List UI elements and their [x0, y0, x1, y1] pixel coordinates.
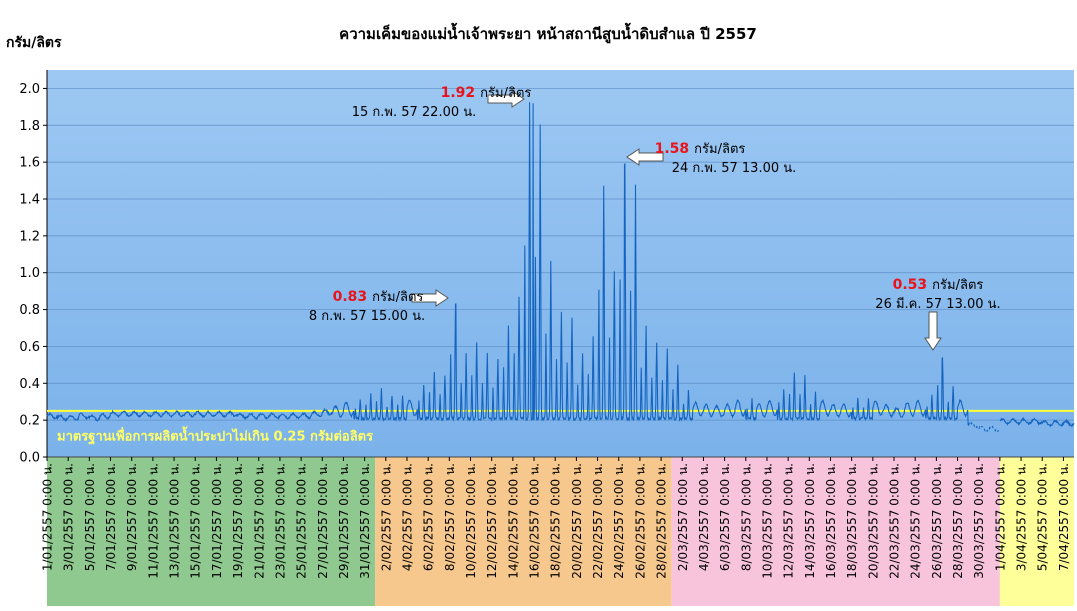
x-tick-label: 2/02/2557 0:00 น.: [379, 463, 393, 571]
x-tick-label: 24/03/2557 0:00 น.: [909, 463, 923, 579]
x-tick-label: 3/04/2557 0:00 น.: [1015, 463, 1029, 571]
annotation-arrow: [924, 311, 942, 351]
x-tick-label: 8/02/2557 0:00 น.: [443, 463, 457, 571]
y-tick-label: 1.4: [19, 193, 40, 208]
annotation-unit: กรัม/ลิตร: [480, 86, 531, 101]
x-tick-label: 31/01/2557 0:00 น.: [358, 463, 372, 579]
x-tick-label: 14/02/2557 0:00 น.: [506, 463, 520, 579]
x-tick-label: 4/03/2557 0:00 น.: [697, 463, 711, 571]
annotation-arrow: [626, 148, 664, 166]
x-tick-label: 22/02/2557 0:00 น.: [591, 463, 605, 579]
y-tick-label: 1.0: [19, 266, 40, 281]
x-tick-label: 24/02/2557 0:00 น.: [612, 463, 626, 579]
standard-label: มาตรฐานเพื่อการผลิตน้ำประปาไม่เกิน 0.25 …: [57, 425, 373, 445]
x-tick-label: 21/01/2557 0:00 น.: [252, 463, 266, 579]
y-axis-unit-label: กรัม/ลิตร: [6, 35, 62, 51]
x-tick-label: 11/01/2557 0:00 น.: [146, 463, 160, 579]
y-tick-label: 1.6: [19, 156, 40, 171]
annotation-unit: กรัม/ลิตร: [372, 290, 423, 305]
x-tick-label: 3/01/2557 0:00 น.: [62, 463, 76, 571]
band-march: [671, 457, 1000, 606]
y-tick-label: 2.0: [19, 82, 40, 97]
x-tick-label: 12/03/2557 0:00 น.: [782, 463, 796, 579]
band-february: [375, 457, 672, 606]
band-january: [47, 457, 376, 606]
annotation-arrow: [411, 289, 449, 307]
x-tick-label: 27/01/2557 0:00 น.: [316, 463, 330, 579]
x-tick-label: 22/03/2557 0:00 น.: [888, 463, 902, 579]
annotation-value-line: 0.53 กรัม/ลิตร: [893, 277, 984, 293]
annotation-value-line: 0.83 กรัม/ลิตร: [333, 289, 424, 305]
x-tick-label: 25/01/2557 0:00 น.: [295, 463, 309, 579]
salinity-series-line: [46, 102, 1075, 433]
x-tick-label: 10/03/2557 0:00 น.: [760, 463, 774, 579]
x-tick-label: 18/03/2557 0:00 น.: [845, 463, 859, 579]
x-tick-label: 15/01/2557 0:00 น.: [189, 463, 203, 579]
x-tick-label: 26/02/2557 0:00 น.: [633, 463, 647, 579]
x-tick-label: 16/03/2557 0:00 น.: [824, 463, 838, 579]
annotation-value: 0.53: [893, 277, 928, 293]
x-tick-label: 8/03/2557 0:00 น.: [739, 463, 753, 571]
annotation-date: 26 มี.ค. 57 13.00 น.: [875, 296, 1000, 312]
chart-title: ความเค็มของแม่น้ำเจ้าพระยา หน้าสถานีสูบน…: [339, 22, 757, 44]
x-tick-label: 4/02/2557 0:00 น.: [400, 463, 414, 571]
y-axis-ticks: 0.0 0.2 0.4 0.6 0.8 1.0 1.2 1.4 1.6 1.8 2.0: [19, 70, 48, 466]
annotation-value-line: 1.92 กรัม/ลิตร: [441, 85, 532, 101]
x-tick-label: 20/03/2557 0:00 น.: [866, 463, 880, 579]
x-tick-label: 6/02/2557 0:00 น.: [422, 463, 436, 571]
annotation-value: 0.83: [333, 289, 368, 305]
month-bands: [47, 457, 1074, 606]
x-tick-label: 2/03/2557 0:00 น.: [676, 463, 690, 571]
annotation-date: 24 ก.พ. 57 13.00 น.: [672, 161, 797, 176]
annotation-value: 1.92: [441, 85, 476, 101]
y-tick-label: 0.8: [19, 303, 40, 318]
peak-annotations: 0.83 กรัม/ลิตร 8 ก.พ. 57 15.00 น. 1.92 กรัม/…: [309, 85, 1001, 351]
x-tick-label: 1/01/2557 0:00 น.: [41, 463, 55, 571]
x-tick-label: 5/01/2557 0:00 น.: [83, 463, 97, 571]
x-tick-label: 7/04/2557 0:00 น.: [1057, 463, 1071, 571]
x-tick-label: 7/01/2557 0:00 น.: [104, 463, 118, 571]
x-tick-label: 18/02/2557 0:00 น.: [549, 463, 563, 579]
annotation-unit: กรัม/ลิตร: [932, 278, 983, 293]
annotation-date: 8 ก.พ. 57 15.00 น.: [309, 309, 425, 324]
x-tick-label: 20/02/2557 0:00 น.: [570, 463, 584, 579]
annotation-unit: กรัม/ลิตร: [694, 142, 745, 157]
annotation-value: 1.58: [655, 141, 690, 157]
annotation-date: 15 ก.พ. 57 22.00 น.: [352, 105, 477, 120]
x-tick-label: 26/03/2557 0:00 น.: [930, 463, 944, 579]
x-tick-label: 17/01/2557 0:00 น.: [210, 463, 224, 579]
x-tick-label: 29/01/2557 0:00 น.: [337, 463, 351, 579]
annotation-value-line: 1.58 กรัม/ลิตร: [655, 141, 746, 157]
x-tick-label: 16/02/2557 0:00 น.: [528, 463, 542, 579]
y-tick-label: 0.2: [19, 414, 40, 429]
y-tick-label: 1.2: [19, 229, 40, 244]
x-tick-label: 1/04/2557 0:00 น.: [993, 463, 1007, 571]
x-tick-label: 28/02/2557 0:00 น.: [655, 463, 669, 579]
y-tick-label: 0.4: [19, 377, 40, 392]
x-tick-label: 13/01/2557 0:00 น.: [168, 463, 182, 579]
x-tick-label: 10/02/2557 0:00 น.: [464, 463, 478, 579]
x-tick-label: 12/02/2557 0:00 น.: [485, 463, 499, 579]
y-tick-label: 0.0: [19, 451, 40, 466]
x-tick-label: 5/04/2557 0:00 น.: [1036, 463, 1050, 571]
annotation-arrow: [487, 90, 525, 108]
x-axis-ticks: 1/01/2557 0:00 น. 3/01/2557 0:00 น. 5/01/2…: [41, 457, 1071, 579]
x-tick-label: 23/01/2557 0:00 น.: [273, 463, 287, 579]
x-tick-label: 9/01/2557 0:00 น.: [125, 463, 139, 571]
x-tick-label: 30/03/2557 0:00 น.: [972, 463, 986, 579]
y-tick-label: 1.8: [19, 119, 40, 134]
y-tick-label: 0.6: [19, 340, 40, 355]
band-april: [999, 457, 1074, 606]
x-tick-label: 19/01/2557 0:00 น.: [231, 463, 245, 579]
x-tick-label: 14/03/2557 0:00 น.: [803, 463, 817, 579]
x-tick-label: 6/03/2557 0:00 น.: [718, 463, 732, 571]
x-tick-label: 28/03/2557 0:00 น.: [951, 463, 965, 579]
